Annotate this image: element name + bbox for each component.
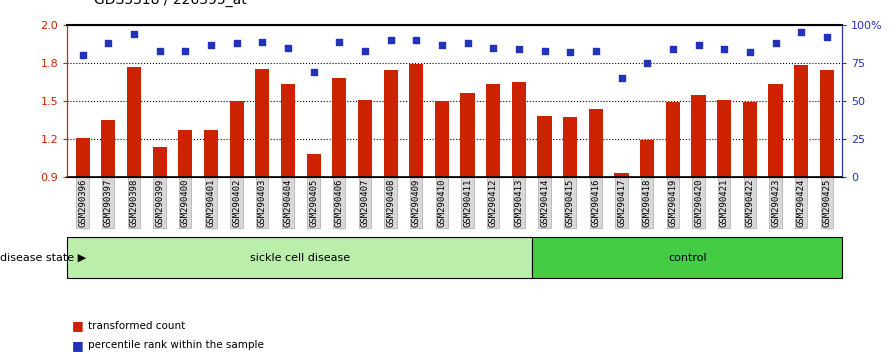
Text: disease state ▶: disease state ▶ [0,252,86,263]
Bar [692,95,705,177]
Text: transformed count: transformed count [88,321,185,331]
Bar [358,99,372,177]
Point [769,40,783,46]
Point [717,46,731,52]
Text: control: control [668,252,707,263]
Point [640,60,654,66]
Point [743,49,757,55]
Bar [409,64,423,177]
Text: sickle cell disease: sickle cell disease [250,252,349,263]
Point [435,42,449,47]
Point [589,48,603,53]
Bar [589,109,603,177]
Text: ■: ■ [72,339,83,352]
Bar [178,130,193,177]
Point [383,37,398,43]
Bar [794,65,808,177]
Point [615,75,629,81]
Bar [306,154,321,177]
Point [306,69,321,75]
Point [461,40,475,46]
Bar [332,78,346,177]
Bar [743,102,757,177]
Bar [435,101,449,177]
Point [794,30,808,35]
Point [512,46,526,52]
Point [692,42,706,47]
Bar [75,138,90,177]
Bar [615,173,629,177]
Point [332,39,347,44]
Bar [769,84,782,177]
Bar [487,84,500,177]
Point [563,49,577,55]
Text: GDS3318 / 226395_at: GDS3318 / 226395_at [94,0,246,7]
Point [409,37,424,43]
Text: ■: ■ [72,319,83,332]
Point [255,39,270,44]
Bar [255,69,270,177]
Bar [229,101,244,177]
Text: percentile rank within the sample: percentile rank within the sample [88,340,263,350]
Bar [383,70,398,177]
Point [358,48,372,53]
Bar [564,118,577,177]
Point [101,40,116,46]
Bar [717,99,731,177]
Bar [101,120,116,177]
Bar [152,147,167,177]
Point [486,45,500,51]
Point [75,52,90,58]
Point [229,40,244,46]
Point [820,34,834,40]
Bar [666,102,680,177]
Point [152,48,167,53]
Point [203,42,218,47]
Point [126,31,141,37]
Point [538,48,552,53]
Bar [512,82,526,177]
Bar [538,116,552,177]
Bar [640,140,654,177]
Bar [204,130,218,177]
Bar [127,67,141,177]
Bar [461,93,475,177]
Bar [280,84,295,177]
Point [178,48,193,53]
Point [280,45,295,51]
Point [666,46,680,52]
Bar [820,70,834,177]
